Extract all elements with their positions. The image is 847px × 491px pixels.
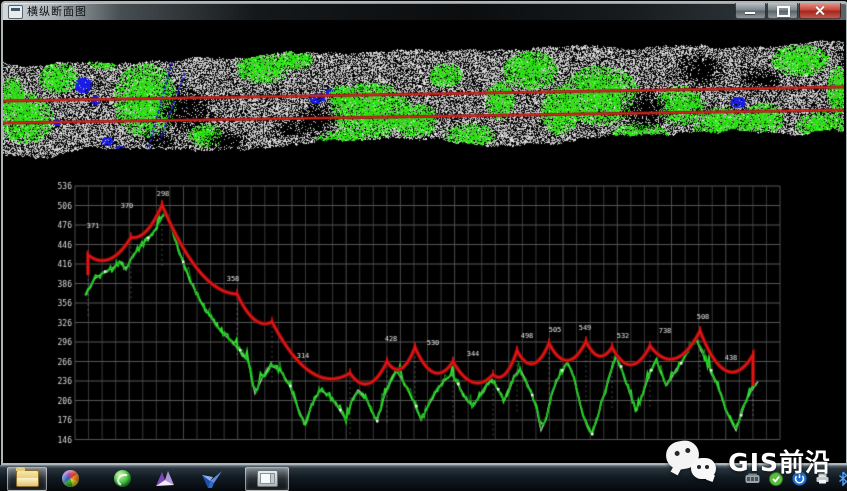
minimize-button[interactable] (735, 3, 766, 19)
bluetooth-icon[interactable] (838, 471, 847, 486)
usb-device-icon[interactable] (745, 473, 760, 484)
app-icon (8, 5, 23, 19)
colorful-ball-browser-icon (61, 470, 79, 487)
taskbar-green-browser-button[interactable] (109, 468, 135, 490)
watermark: GIS前沿 (663, 438, 831, 483)
maximize-button[interactable] (767, 3, 798, 19)
taskbar-explorer-button[interactable] (7, 466, 47, 491)
close-button[interactable] (799, 3, 841, 19)
profile-app-window-icon (256, 470, 278, 487)
taskbar-blue-crane-button[interactable] (197, 468, 229, 490)
green-shield-icon[interactable] (769, 471, 783, 486)
watermark-text: GIS前沿 (728, 448, 831, 477)
taskbar-profile-app-button-active[interactable] (245, 466, 289, 491)
minimize-icon (745, 12, 755, 14)
profile-viewer-window: 横纵断面图 (1, 1, 847, 465)
window-title: 横纵断面图 (27, 5, 87, 18)
pointcloud-and-profile-canvas[interactable] (3, 20, 844, 461)
blue-paper-crane-app-icon (202, 470, 222, 488)
taskbar-purple-app-button[interactable] (151, 468, 179, 490)
close-icon (815, 5, 825, 15)
wechat-icon (663, 438, 718, 483)
system-tray (745, 471, 847, 486)
green-ball-browser-icon (113, 470, 131, 487)
window-client-area (3, 20, 846, 463)
title-bar[interactable]: 横纵断面图 (3, 3, 846, 20)
printer-icon[interactable] (816, 473, 829, 484)
taskbar-colorful-browser-button[interactable] (57, 468, 83, 490)
power-manager-icon[interactable] (792, 471, 807, 486)
purple-wings-app-icon (156, 470, 174, 486)
explorer-folder-icon (15, 467, 39, 487)
maximize-icon (777, 6, 790, 17)
